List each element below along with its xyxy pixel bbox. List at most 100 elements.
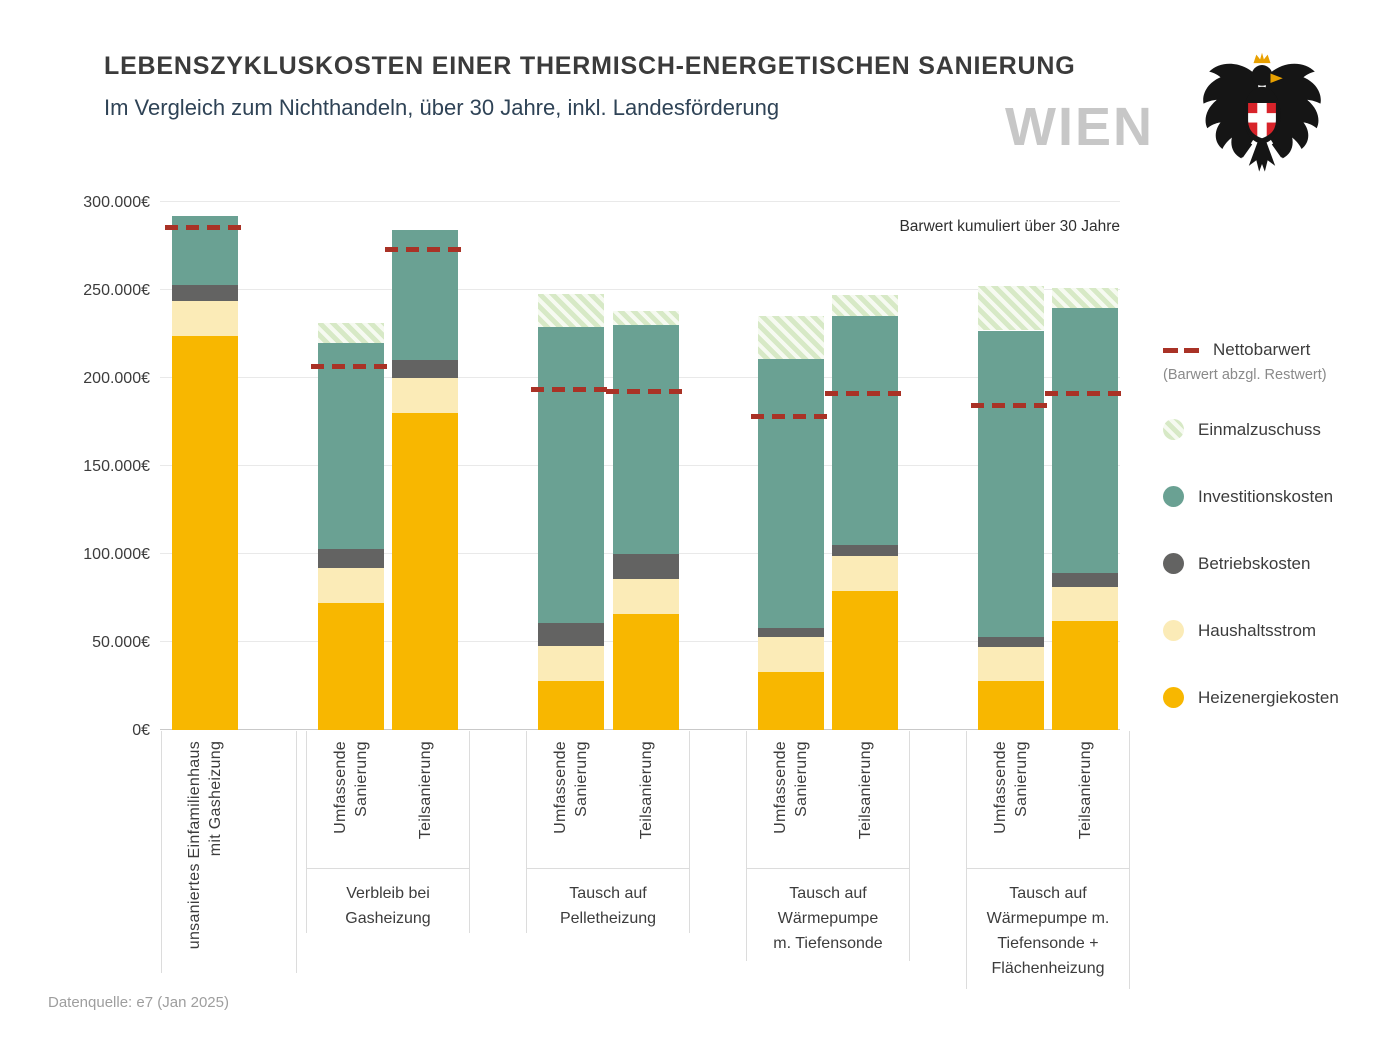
bar-segment-betriebskosten xyxy=(978,636,1044,648)
legend-label: Haushaltsstrom xyxy=(1198,620,1317,640)
legend-label: Nettobarwert xyxy=(1213,340,1311,359)
legend-item-investitionskosten: Investitionskosten xyxy=(1163,486,1400,507)
nettobarwert-dash-icon xyxy=(1163,347,1199,353)
wien-watermark: WIEN xyxy=(1005,97,1154,157)
nettobarwert-line xyxy=(531,387,611,393)
bar-segment-haushaltsstrom xyxy=(758,636,824,672)
bar-segment-haushaltsstrom xyxy=(613,578,679,614)
bar-segment-einmalzuschuss xyxy=(978,286,1044,331)
gridline xyxy=(160,201,1120,202)
x-axis-group-cell: Verbleib bei Gasheizung xyxy=(306,731,470,933)
bar-segment-investitionskosten xyxy=(1052,307,1118,574)
bar-segment-betriebskosten xyxy=(318,548,384,569)
group-label: Verbleib bei Gasheizung xyxy=(307,868,469,931)
bar-segment-heizenergiekosten xyxy=(172,335,238,730)
y-tick-label: 50.000€ xyxy=(92,634,150,651)
legend-net-sublabel: (Barwert abzgl. Restwert) xyxy=(1163,367,1327,383)
bar-label-wrap: unsaniertes Einfamilienhaus mit Gasheizu… xyxy=(172,741,238,949)
bar-segment-einmalzuschuss xyxy=(318,323,384,343)
bar-segment-heizenergiekosten xyxy=(1052,620,1118,730)
bar-label: Umfassende Sanierung xyxy=(772,741,810,834)
group-label: Tausch auf Wärmepumpe m. Tiefensonde + F… xyxy=(967,868,1129,981)
nettobarwert-line xyxy=(311,364,391,370)
legend-label: Investitionskosten xyxy=(1198,486,1334,506)
bar-segment-investitionskosten xyxy=(978,330,1044,637)
y-tick-label: 200.000€ xyxy=(83,370,150,387)
page-subtitle: Im Vergleich zum Nichthandeln, über 30 J… xyxy=(104,95,780,120)
bar-label: Teilsanierung xyxy=(1076,741,1094,840)
bar-segment-heizenergiekosten xyxy=(392,413,458,730)
nettobarwert-line xyxy=(606,389,686,395)
bar-segment-heizenergiekosten xyxy=(318,603,384,730)
bar-label: Umfassende Sanierung xyxy=(992,741,1030,834)
bar-segment-haushaltsstrom xyxy=(832,555,898,591)
nettobarwert-line xyxy=(1045,390,1125,396)
source-note: Datenquelle: e7 (Jan 2025) xyxy=(48,994,229,1011)
bar-segment-einmalzuschuss xyxy=(538,293,604,327)
investitionskosten-swatch-icon xyxy=(1163,486,1184,507)
legend-items: Einmalzuschuss Investitionskosten Betriebs… xyxy=(1163,419,1400,708)
bar-segment-betriebskosten xyxy=(538,622,604,646)
bar-segment-heizenergiekosten xyxy=(832,590,898,730)
bar-label-wrap: Umfassende Sanierung xyxy=(538,741,604,834)
bar-segment-investitionskosten xyxy=(758,358,824,628)
bar-segment-haushaltsstrom xyxy=(1052,587,1118,621)
bar-segment-investitionskosten xyxy=(538,326,604,623)
nettobarwert-line xyxy=(971,403,1051,409)
bar-segment-haushaltsstrom xyxy=(538,645,604,681)
x-axis-area: unsaniertes Einfamilienhaus mit Gasheizu… xyxy=(160,731,1130,1031)
bar-segment-heizenergiekosten xyxy=(758,671,824,730)
nettobarwert-line xyxy=(751,413,831,419)
bar-segment-heizenergiekosten xyxy=(538,680,604,730)
bar-segment-investitionskosten xyxy=(318,342,384,549)
bar-segment-heizenergiekosten xyxy=(978,680,1044,730)
haushaltsstrom-swatch-icon xyxy=(1163,620,1184,641)
x-axis-group-cell: Tausch auf Wärmepumpe m. Tiefensonde xyxy=(746,731,910,961)
bar-label-wrap: Teilsanierung xyxy=(392,741,458,839)
bar-segment-haushaltsstrom xyxy=(392,378,458,414)
bar-segment-betriebskosten xyxy=(392,360,458,378)
legend-item-einmalzuschuss: Einmalzuschuss xyxy=(1163,419,1400,440)
bar-segment-betriebskosten xyxy=(832,545,898,556)
bar-label-wrap: Umfassende Sanierung xyxy=(978,741,1044,834)
wien-coat-of-arms-icon xyxy=(1203,52,1321,172)
legend-label: Einmalzuschuss xyxy=(1198,419,1321,439)
y-tick-label: 250.000€ xyxy=(83,282,150,299)
legend-label: Heizenergiekosten xyxy=(1198,687,1339,707)
bar-segment-betriebskosten xyxy=(1052,573,1118,588)
legend: Nettobarwert (Barwert abzgl. Restwert) E… xyxy=(1163,340,1400,754)
bar-segment-einmalzuschuss xyxy=(1052,288,1118,308)
bar-segment-investitionskosten xyxy=(832,316,898,546)
nettobarwert-line xyxy=(165,225,245,231)
heizenergiekosten-swatch-icon xyxy=(1163,687,1184,708)
gridline xyxy=(160,289,1120,290)
bar-label-wrap: Teilsanierung xyxy=(832,741,898,839)
betriebskosten-swatch-icon xyxy=(1163,553,1184,574)
bar-segment-investitionskosten xyxy=(613,325,679,554)
bar-label: Teilsanierung xyxy=(416,741,434,840)
bar-segment-haushaltsstrom xyxy=(318,568,384,604)
chart-annotation: Barwert kumuliert über 30 Jahre xyxy=(899,218,1120,235)
bar-segment-haushaltsstrom xyxy=(978,647,1044,681)
legend-label: Betriebskosten xyxy=(1198,553,1311,573)
legend-item-haushaltsstrom: Haushaltsstrom xyxy=(1163,620,1400,641)
bar-segment-investitionskosten xyxy=(392,230,458,361)
y-tick-label: 300.000€ xyxy=(83,194,150,211)
bar-label: Teilsanierung xyxy=(637,741,655,840)
bar-label: Teilsanierung xyxy=(856,741,874,840)
nettobarwert-line xyxy=(385,246,465,252)
bar-label-wrap: Umfassende Sanierung xyxy=(758,741,824,834)
x-axis-group-cell xyxy=(161,731,297,973)
legend-item-heizenergiekosten: Heizenergiekosten xyxy=(1163,687,1400,708)
chart-plot-area: Barwert kumuliert über 30 Jahre 0€ 50.000… xyxy=(83,194,1125,739)
bar-segment-heizenergiekosten xyxy=(613,613,679,730)
bar-segment-betriebskosten xyxy=(758,627,824,637)
bar-label-wrap: Teilsanierung xyxy=(613,741,679,839)
bar-segment-betriebskosten xyxy=(613,554,679,579)
y-tick-label: 150.000€ xyxy=(83,458,150,475)
bar-label-wrap: Umfassende Sanierung xyxy=(318,741,384,834)
x-axis-group-cell: Tausch auf Pelletheizung xyxy=(526,731,690,933)
y-tick-label: 100.000€ xyxy=(83,546,150,563)
bar-segment-einmalzuschuss xyxy=(613,311,679,326)
